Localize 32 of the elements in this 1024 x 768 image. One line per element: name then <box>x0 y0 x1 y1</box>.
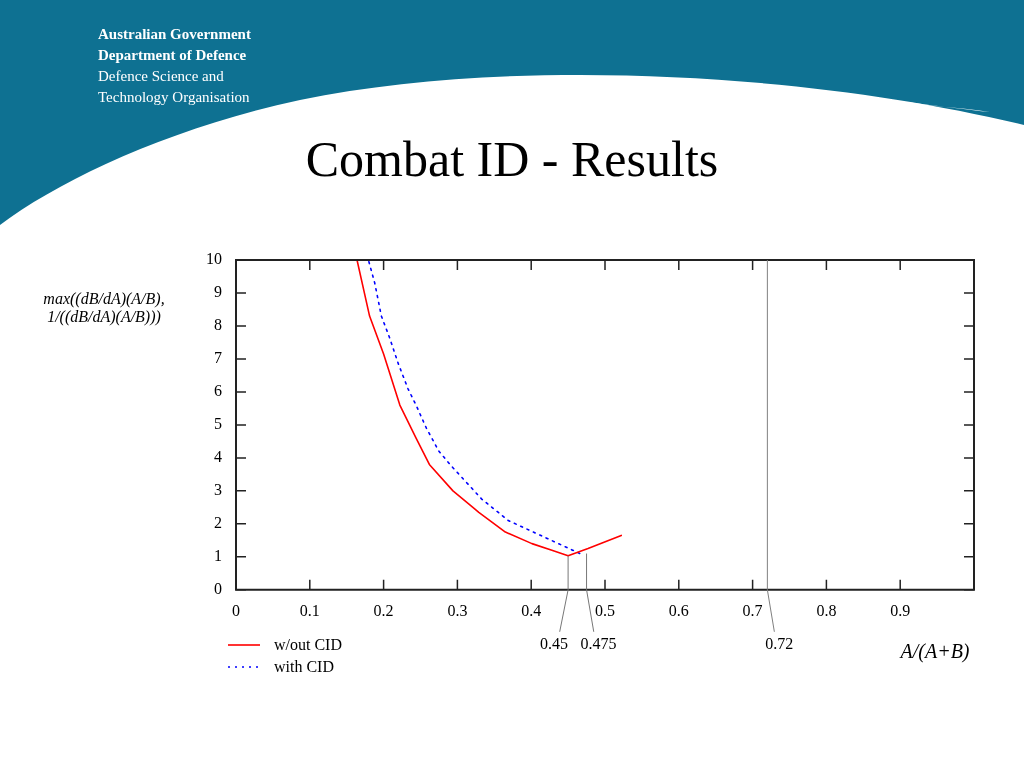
text: Defence Science and Technology Organisation <box>98 67 251 107</box>
x-tick-label: 0.5 <box>595 601 615 619</box>
x-axis-title: A/(A+B) <box>898 640 971 663</box>
y-tick-label: 4 <box>214 448 222 466</box>
x-tick-label: 0.6 <box>668 601 689 619</box>
y-tick-label: 5 <box>214 415 222 433</box>
y-tick-label: 6 <box>214 382 222 400</box>
x-tick-label: 0.8 <box>816 601 837 619</box>
y-tick-label: 8 <box>214 316 222 334</box>
x-tick-label: 0 <box>232 601 240 619</box>
ref-line-label: 0.72 <box>765 635 794 652</box>
y-axis-title: max((dB/dA)(A/B), 1/((dB/dA)(A/B))) <box>42 290 166 326</box>
text: Australian Government <box>98 25 252 44</box>
x-tick-label: 0.3 <box>447 601 468 619</box>
y-tick-label: 1 <box>214 547 222 565</box>
y-tick-label: 9 <box>214 283 222 301</box>
text: Department of Defence <box>98 46 248 65</box>
x-tick-label: 0.4 <box>521 601 542 619</box>
y-tick-label: 0 <box>214 580 222 597</box>
legend-label: with CID <box>274 658 334 676</box>
y-tick-label: 10 <box>206 250 222 268</box>
y-tick-label: 2 <box>214 514 222 532</box>
x-tick-label: 0.1 <box>299 601 320 619</box>
annotation: 0.475 <box>580 635 617 652</box>
annotation: 0.45 <box>540 635 569 652</box>
x-tick-label: 0.7 <box>742 601 763 619</box>
x-tick-label: 0.2 <box>373 601 394 619</box>
x-tick-label: 0.9 <box>890 601 911 619</box>
y-tick-label: 7 <box>214 349 222 367</box>
chart-title: Combat ID - Results <box>304 130 720 188</box>
y-tick-label: 3 <box>214 481 222 499</box>
legend-label: w/out CID <box>274 636 342 654</box>
